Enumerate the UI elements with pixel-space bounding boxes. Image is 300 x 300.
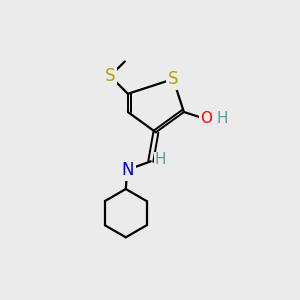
Text: H: H [217,111,228,126]
Text: S: S [168,70,178,88]
Text: N: N [121,161,134,179]
Text: O: O [200,111,212,126]
Text: S: S [105,67,116,85]
Text: H: H [154,152,166,167]
